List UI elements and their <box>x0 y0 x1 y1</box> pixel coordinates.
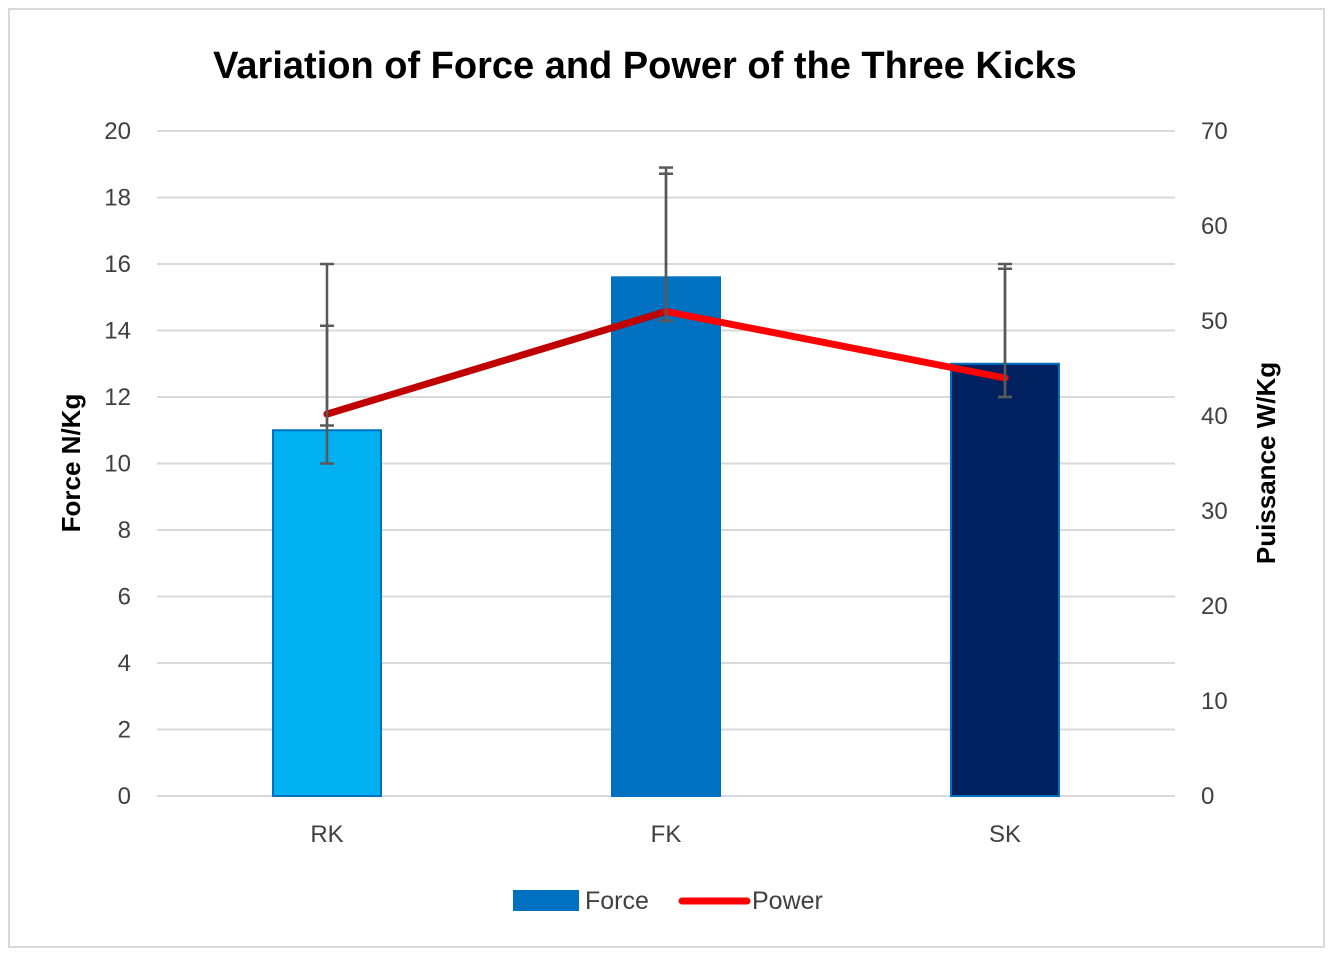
legend-force-swatch <box>513 890 579 911</box>
left-tick-label: 18 <box>104 185 131 212</box>
right-axis-ticks: 0 10 20 30 40 50 60 70 <box>1201 118 1228 810</box>
force-bar <box>611 276 721 797</box>
chart-title: Variation of Force and Power of the Thre… <box>213 45 1077 87</box>
legend: Force Power <box>513 887 823 915</box>
x-tick-label: RK <box>310 821 343 848</box>
force-bar <box>272 429 382 797</box>
right-tick-label: 50 <box>1201 308 1228 335</box>
right-tick-label: 20 <box>1201 593 1228 620</box>
power-line-segment <box>662 308 1009 382</box>
right-tick-label: 70 <box>1201 118 1228 145</box>
power-error-bars <box>320 172 1012 427</box>
x-tick-label: FK <box>651 821 682 848</box>
left-tick-label: 10 <box>104 451 131 478</box>
legend-force-label: Force <box>585 887 649 915</box>
left-axis-label: Force N/Kg <box>56 394 86 533</box>
right-tick-label: 30 <box>1201 498 1228 525</box>
power-line <box>323 308 1009 418</box>
right-axis-label: Puissance W/Kg <box>1251 362 1281 564</box>
power-line-segment <box>323 308 670 418</box>
left-tick-label: 0 <box>118 783 131 810</box>
left-tick-label: 20 <box>104 118 131 145</box>
right-tick-label: 0 <box>1201 783 1214 810</box>
x-tick-label: SK <box>989 821 1021 848</box>
left-tick-label: 12 <box>104 384 131 411</box>
left-tick-label: 2 <box>118 717 131 744</box>
legend-power-label: Power <box>752 887 823 915</box>
left-tick-label: 8 <box>118 517 131 544</box>
right-tick-label: 10 <box>1201 688 1228 715</box>
x-axis-ticks: RK FK SK <box>310 821 1021 848</box>
left-tick-label: 16 <box>104 251 131 278</box>
left-tick-label: 14 <box>104 318 131 345</box>
right-tick-label: 40 <box>1201 403 1228 430</box>
left-tick-label: 6 <box>118 584 131 611</box>
force-bar <box>950 362 1060 797</box>
force-bars <box>272 276 1060 797</box>
right-tick-label: 60 <box>1201 213 1228 240</box>
left-tick-label: 4 <box>118 650 131 677</box>
left-axis-ticks: 0 2 4 6 8 10 12 14 16 18 20 <box>104 118 131 810</box>
